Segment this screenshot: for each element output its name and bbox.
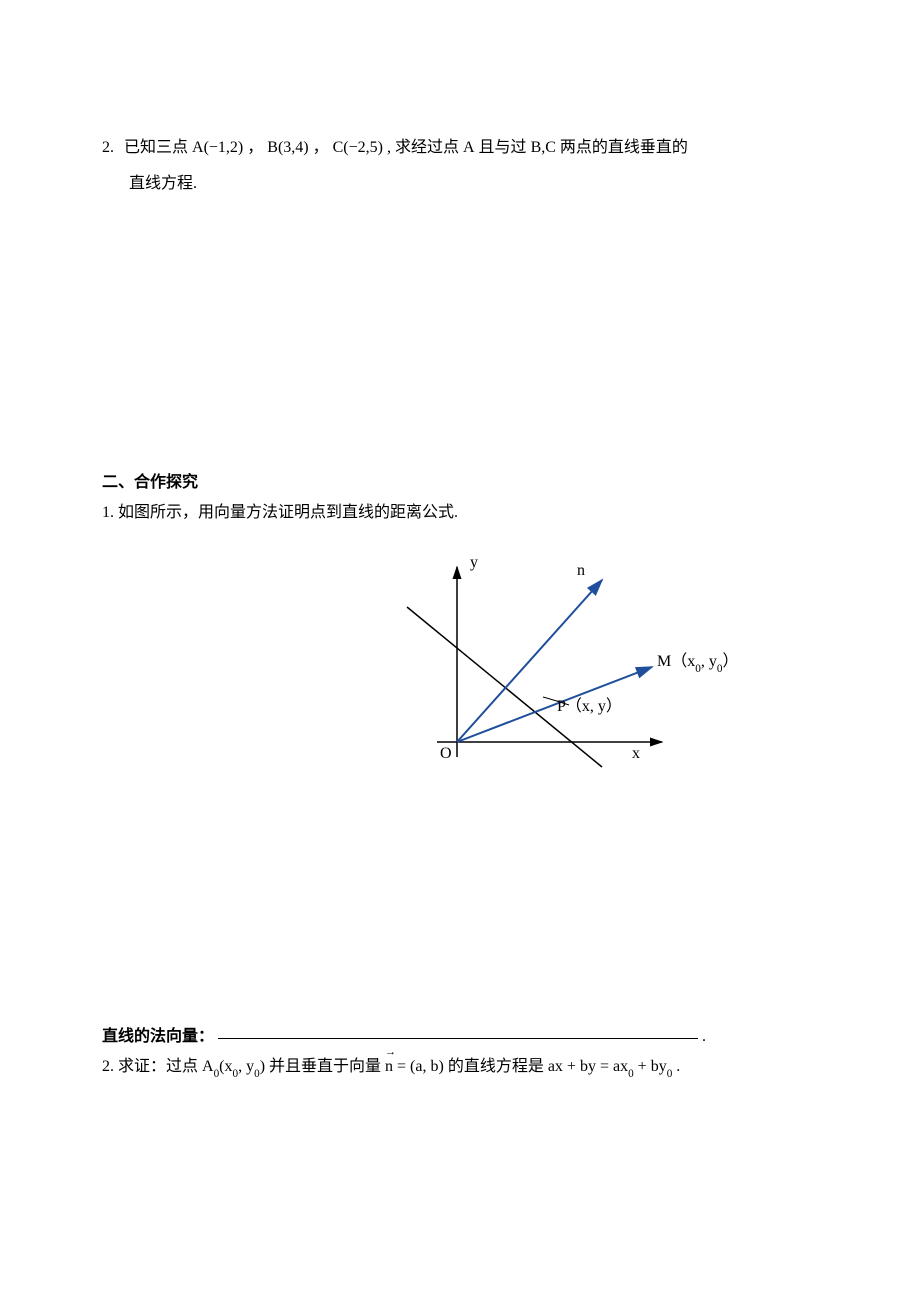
comma-2: ， [313, 139, 329, 156]
label-M: M（x0, y0） [657, 647, 738, 673]
problem-2-number: 2. [102, 139, 114, 157]
comma-1: ， [247, 139, 263, 156]
p22-A0-open: (x [219, 1058, 232, 1075]
comma-3: , [387, 139, 395, 156]
problem-2-line1: 2. 已知三点 A(−1,2) ， B(3,4) ， C(−2,5) , 求经过… [102, 135, 818, 161]
vector-n [457, 580, 602, 742]
problem-2: 2. 已知三点 A(−1,2) ， B(3,4) ， C(−2,5) , 求经过… [102, 135, 818, 193]
label-x: x [632, 745, 640, 763]
blank-label: 直线的法向量： [102, 1028, 214, 1045]
p22-mid: 并且垂直于向量 [269, 1058, 381, 1075]
vector-n-symbol: n [385, 1058, 393, 1076]
p22-A0-sub2: 0 [254, 1068, 260, 1080]
vector-m [457, 667, 652, 742]
label-O: O [440, 745, 452, 763]
p22-eq-sub1: 0 [628, 1068, 634, 1080]
p2-tail: 两点的直线垂直的 [560, 139, 688, 156]
label-A: A [463, 139, 475, 156]
p2-mid2: 且与过 [479, 139, 527, 156]
blank-period: . [702, 1028, 706, 1045]
p22-eq-sub2: 0 [667, 1068, 673, 1080]
point-A: A(−1,2) [192, 139, 243, 156]
vector-diagram: y n M（x0, y0） P（x, y） O x [402, 552, 772, 782]
given-line [407, 607, 602, 767]
p2-mid: 求经过点 [395, 139, 459, 156]
section-2-header: 二、合作探究 [102, 468, 818, 492]
p22-prefix: 2. 求证：过点 [102, 1058, 198, 1075]
p22-A0-close: ) [260, 1058, 265, 1075]
label-P-letter: P [557, 698, 566, 715]
normal-vector-blank: 直线的法向量： . [102, 1022, 818, 1046]
p2-prefix: 已知三点 [124, 139, 188, 156]
p22-eq-mid: + by [634, 1058, 667, 1075]
label-n: n [577, 562, 585, 580]
point-C: C(−2,5) [333, 139, 383, 156]
problem-2-line2: 直线方程. [102, 169, 818, 193]
label-M-letter: M [657, 653, 671, 670]
blank-underline [218, 1038, 698, 1039]
p22-A0: A0(x0, y0) [202, 1058, 269, 1075]
p22-A0-letter: A [202, 1058, 214, 1075]
problem-2-text-line1: 已知三点 A(−1,2) ， B(3,4) ， C(−2,5) , 求经过点 A… [124, 135, 688, 161]
problem-2-2: 2. 求证：过点 A0(x0, y0) 并且垂直于向量 n = (a, b) 的… [102, 1052, 818, 1078]
label-y: y [470, 554, 478, 572]
vector-n-eq: = (a, b) [397, 1058, 444, 1075]
label-P: P（x, y） [557, 692, 622, 716]
p22-mid2: 的直线方程是 [448, 1058, 544, 1075]
p22-equation: ax + by = ax0 + by0 [548, 1058, 676, 1075]
section-2-item-1: 1. 如图所示，用向量方法证明点到直线的距离公式. [102, 498, 818, 522]
label-BC: B,C [531, 139, 556, 156]
point-B: B(3,4) [267, 139, 308, 156]
p22-eq-left: ax + by = ax [548, 1058, 628, 1075]
p22-A0-sub1: 0 [233, 1068, 239, 1080]
p22-A0-mid: , y [238, 1058, 254, 1075]
p22-period: . [676, 1058, 680, 1075]
p22-A0-sub: 0 [214, 1068, 220, 1080]
